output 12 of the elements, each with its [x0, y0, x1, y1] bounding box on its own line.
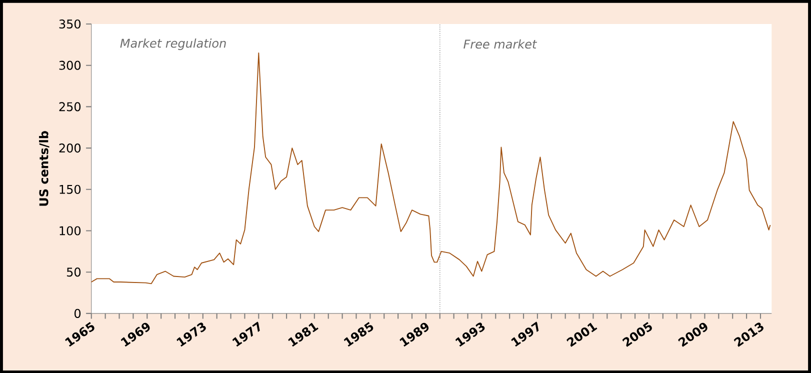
y-tick-label: 300: [59, 60, 81, 70]
y-tick-label: 350: [59, 19, 81, 28]
y-tick-label: 200: [59, 143, 81, 152]
annotation: Free market: [464, 39, 538, 48]
y-axis-title: US cents/lb: [39, 130, 50, 206]
y-tick-label: 150: [60, 184, 81, 194]
y-tick-label: 0: [74, 308, 81, 318]
annotation: Market regulation: [120, 38, 226, 50]
y-tick-label: 50: [66, 267, 81, 276]
y-tick-label: 250: [59, 102, 81, 112]
y-tick-label: 100: [60, 226, 81, 236]
line-series: [90, 52, 771, 284]
